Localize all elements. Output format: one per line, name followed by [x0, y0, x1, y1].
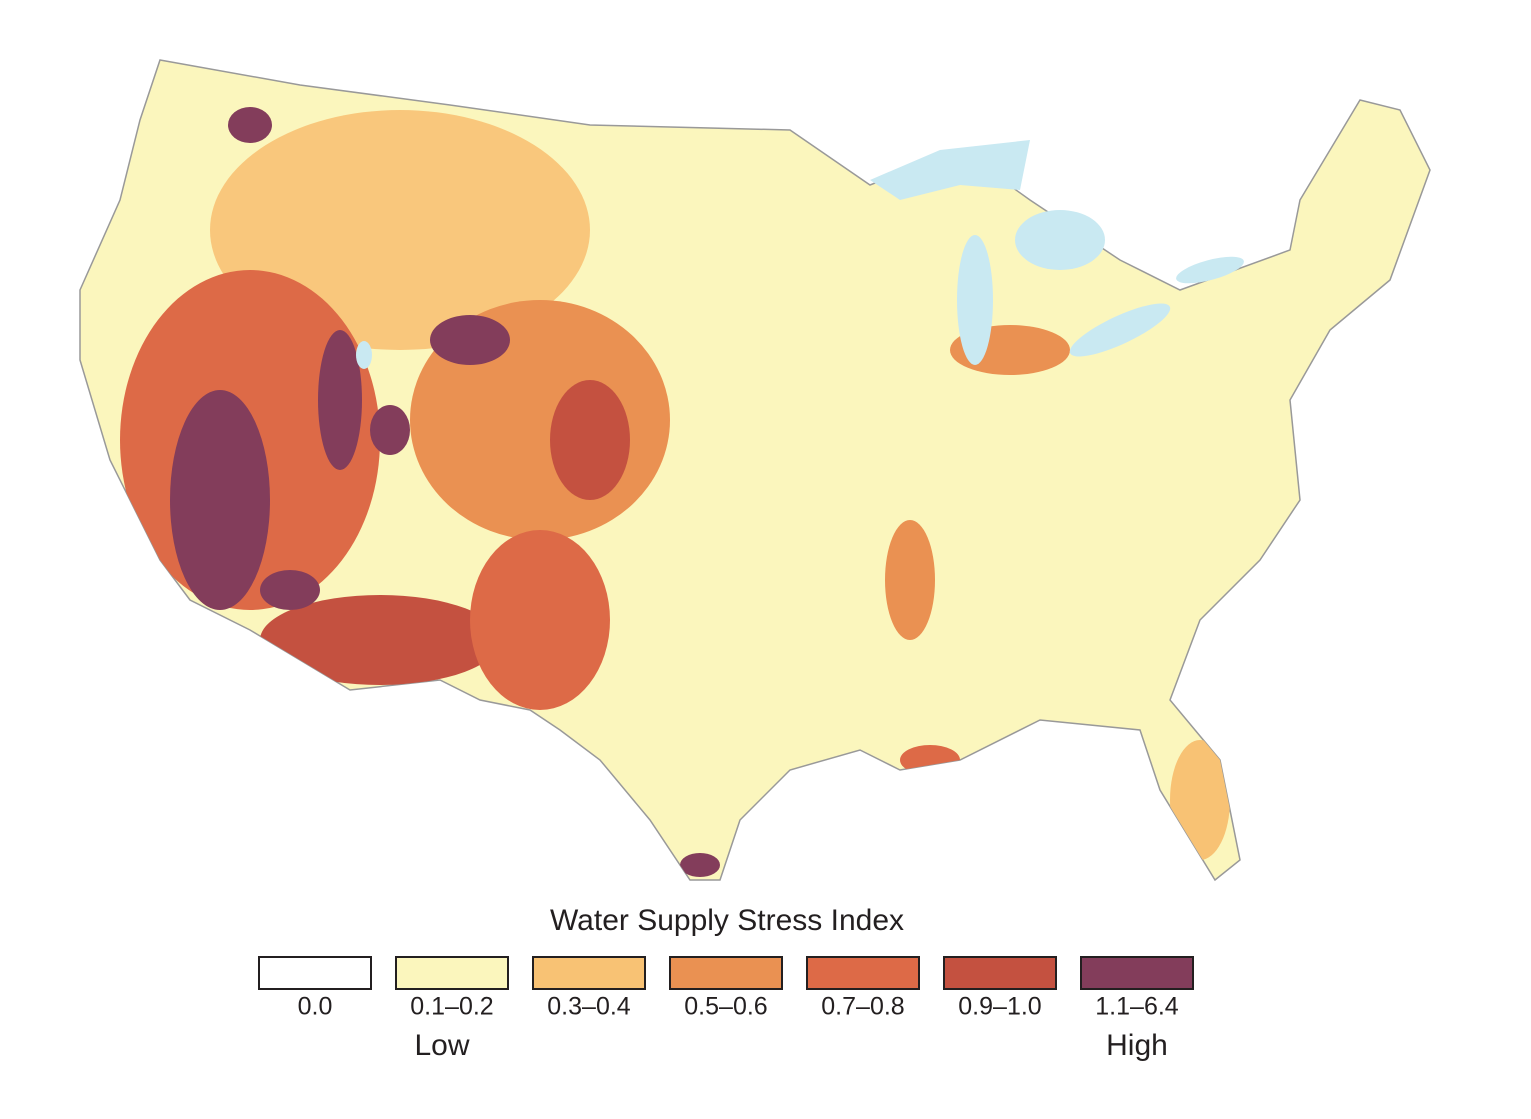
legend-low-label: Low	[414, 1029, 469, 1062]
region	[470, 530, 610, 710]
legend-swatch	[669, 956, 783, 990]
region	[885, 520, 935, 640]
map	[79, 59, 1431, 882]
stress-regions	[120, 107, 1230, 877]
legend-swatch	[1080, 956, 1194, 990]
legend-swatch	[258, 956, 372, 990]
legend-label: 1.1–6.4	[1095, 993, 1179, 1021]
lake	[1069, 303, 1171, 357]
legend-label: 0.1–0.2	[410, 993, 493, 1021]
lake	[957, 235, 993, 365]
lake	[356, 341, 372, 369]
legend-high-label: High	[1106, 1029, 1168, 1062]
region	[1170, 740, 1230, 860]
lake	[1015, 210, 1105, 270]
region	[318, 330, 362, 470]
legend-swatch	[532, 956, 646, 990]
region	[228, 107, 272, 143]
legend-label: 0.3–0.4	[547, 993, 631, 1021]
legend-label: 0.0	[298, 993, 333, 1021]
region	[430, 315, 510, 365]
region	[900, 745, 960, 775]
legend-swatch	[395, 956, 509, 990]
lake	[1176, 256, 1244, 284]
legend-label: 0.5–0.6	[684, 993, 767, 1021]
legend-label: 0.7–0.8	[821, 993, 904, 1021]
region	[550, 380, 630, 500]
legend-swatch	[806, 956, 920, 990]
legend: Water Supply Stress Index 0.0 0.1–0.2 0.3–…	[258, 904, 1194, 1062]
lake	[870, 140, 1030, 200]
region	[170, 390, 270, 610]
legend-label: 0.9–1.0	[958, 993, 1041, 1021]
great-lakes	[356, 140, 1244, 369]
legend-title: Water Supply Stress Index	[550, 904, 904, 937]
region	[370, 405, 410, 455]
region	[680, 853, 720, 877]
region	[260, 570, 320, 610]
legend-swatch	[943, 956, 1057, 990]
region	[260, 595, 500, 685]
